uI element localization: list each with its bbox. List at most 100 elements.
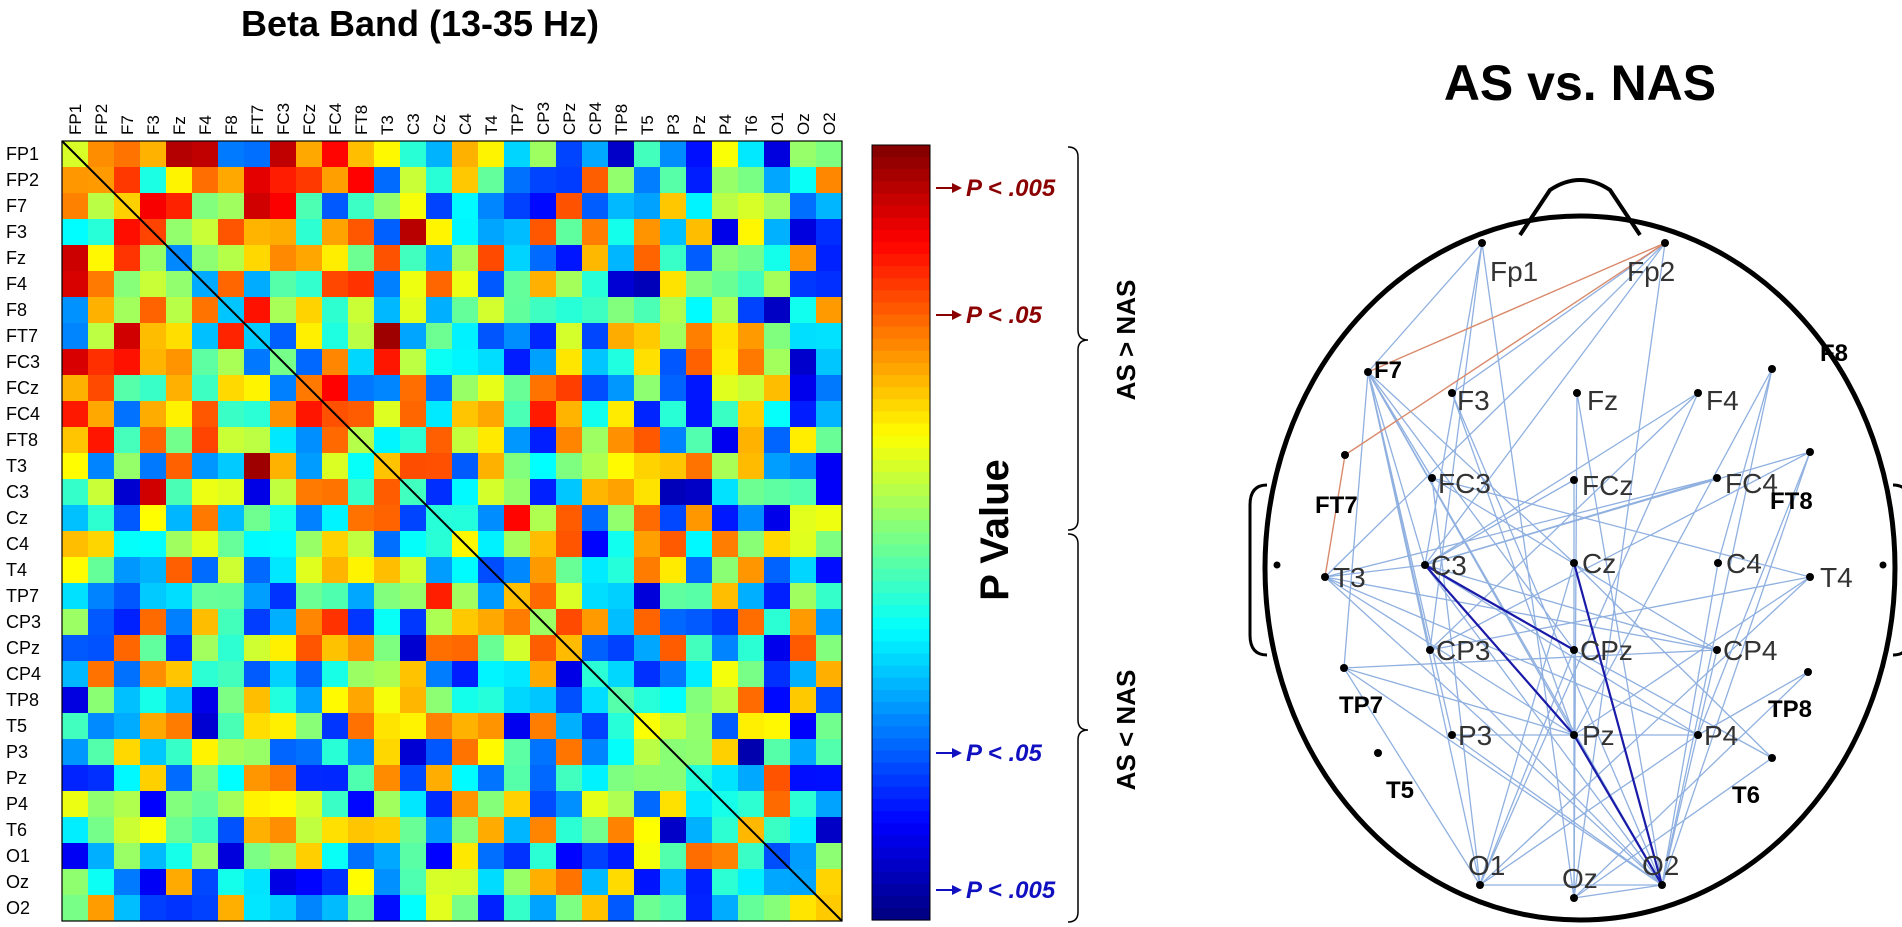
heatmap-cell-O2-Pz [686,895,713,922]
colorbar-step [872,496,930,509]
heatmap-column-labels: FP1 FP2 F7 F3 Fz F4 F8 FT7 FC3 FCz FC4 FT8 T3 C3 Cz C4 T… [66,102,839,135]
heatmap-cell-F7-T4 [478,193,505,220]
heatmap-cell-F8-FT7 [244,297,271,324]
heatmap-cell-TP8-Fz [166,687,193,714]
heatmap-cell-P3-O2 [816,739,843,766]
heatmap-cell-FP1-FP2 [88,141,115,168]
heatmap-cell-P4-O1 [764,791,791,818]
heatmap-cell-Cz-FC3 [270,505,297,532]
heatmap-cell-FT8-FC3 [270,427,297,454]
electrode-label-T4: T4 [1820,562,1853,593]
heatmap-cell-P4-F3 [140,791,167,818]
colorbar-step [872,568,930,582]
heatmap-cell-C3-C4 [452,479,479,506]
heatmap-cell-P3-FT7 [244,739,271,766]
electrode-dot-FT7 [1341,451,1349,459]
heatmap-cell-T3-FT7 [244,453,271,480]
heatmap-cell-FT8-T3 [374,427,401,454]
heatmap-cell-CP3-TP8 [608,609,635,636]
heatmap-cell-FC3-O2 [816,349,843,376]
electrode-dot-C4 [1714,559,1722,567]
heatmap-cell-FP2-F3 [140,167,167,194]
heatmap-cell-FT7-C3 [400,323,427,350]
heatmap-cell-T5-TP7 [504,713,531,740]
heatmap-cell-FCz-T6 [738,375,765,402]
heatmap-cell-T6-TP7 [504,817,531,844]
heatmap-cell-TP8-FP1 [62,687,89,714]
row-label-FC3: FC3 [6,352,40,372]
col-label-Cz: Cz [430,114,449,135]
heatmap-cell-F3-FCz [296,219,323,246]
edge-weak-F7-TP7 [1343,371,1369,669]
heatmap-cell-C3-Oz [790,479,817,506]
heatmap-cell-TP7-T5 [634,583,661,610]
heatmap-cell-F3-Pz [686,219,713,246]
heatmap-cell-Oz-T5 [634,869,661,896]
heatmap-cell-FT8-P3 [660,427,687,454]
heatmap-cell-T5-FP1 [62,713,89,740]
col-label-TP7: TP7 [508,104,527,135]
heatmap-cell-P4-C3 [400,791,427,818]
heatmap-cell-FC4-CP4 [582,401,609,428]
heatmap-cell-F4-Cz [426,271,453,298]
heatmap-cell-P3-F4 [192,739,219,766]
heatmap-cell-T5-F8 [218,713,245,740]
heatmap-cell-Cz-FP1 [62,505,89,532]
heatmap-cell-T6-F4 [192,817,219,844]
heatmap-cell-Fz-Cz [426,245,453,272]
heatmap-cell-T3-F3 [140,453,167,480]
heatmap-cell-C3-CPz [556,479,583,506]
heatmap-cell-T5-O1 [764,713,791,740]
heatmap-cell-FCz-T4 [478,375,505,402]
heatmap-cell-Fz-T4 [478,245,505,272]
edge-weak-T3-Pz [1324,576,1575,736]
electrode-label-F3: F3 [1457,385,1490,416]
colorbar-step [872,811,930,824]
colorbar-step [872,411,930,425]
heatmap-cell-F8-T4 [478,297,505,324]
electrode-dot-P3 [1448,731,1456,739]
heatmap-cell-O2-CP4 [582,895,609,922]
heatmap-cell-O1-T4 [478,843,505,870]
heatmap-cell-TP8-P3 [660,687,687,714]
edge-weak-FC3-T4 [1431,477,1811,578]
heatmap-cell-C3-FT7 [244,479,271,506]
edge-strong-C3-CPz [1424,564,1575,651]
heatmap-cell-CP4-FT7 [244,661,271,688]
heatmap-cell-FT7-Pz [686,323,713,350]
edge-weak-F7-P3 [1367,371,1453,736]
heatmap-cell-F7-FC4 [322,193,349,220]
heatmap-cell-CPz-FC4 [322,635,349,662]
heatmap-cell-Cz-T6 [738,505,765,532]
heatmap-cell-TP7-F3 [140,583,167,610]
heatmap-cell-C4-CPz [556,531,583,558]
electrode-label-Pz: Pz [1582,720,1615,751]
colorbar-step [872,738,930,752]
heatmap-cell-F3-C4 [452,219,479,246]
heatmap-cell-CP4-T4 [478,661,505,688]
electrode-label-Fp1: Fp1 [1490,256,1538,287]
heatmap-cell-O2-F3 [140,895,167,922]
heatmap-cell-P3-T5 [634,739,661,766]
heatmap-cell-P3-T6 [738,739,765,766]
heatmap-cell-TP7-CP4 [582,583,609,610]
heatmap-cell-FT8-Fz [166,427,193,454]
electrode-label-Oz: Oz [1562,863,1598,894]
heatmap-cell-T6-Cz [426,817,453,844]
heatmap-cell-T5-Pz [686,713,713,740]
heatmap-cell-Pz-T5 [634,765,661,792]
col-label-FP1: FP1 [66,104,85,135]
heatmap-cell-F7-FP1 [62,193,89,220]
electrode-dot-O2 [1658,881,1666,889]
heatmap-cell-FC4-F4 [192,401,219,428]
heatmap-cell-CP4-C3 [400,661,427,688]
edge-weak-Fp2-T3 [1324,242,1666,578]
heatmap-cell-FP2-C3 [400,167,427,194]
row-label-T4: T4 [6,560,27,580]
edge-weak-TP7-CP4 [1343,649,1718,669]
heatmap-cell-CP3-T4 [478,609,505,636]
heatmap-cell-FCz-C4 [452,375,479,402]
heatmap-cell-P3-CP4 [582,739,609,766]
heatmap-cell-O2-Oz [790,895,817,922]
heatmap-cell-T6-F8 [218,817,245,844]
